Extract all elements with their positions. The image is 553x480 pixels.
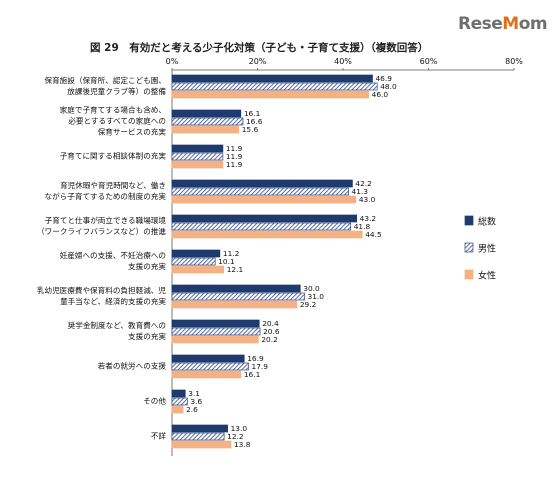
bar-女性 [171, 335, 259, 344]
category-label: その他 [143, 396, 166, 406]
category-label: 子育てと仕事が両立できる職場環境 [45, 215, 167, 225]
value-label: 16.1 [244, 109, 261, 118]
value-label: 46.0 [372, 90, 389, 99]
category-label: 放課後児童クラブ等）の整備 [67, 86, 166, 96]
bar-総数 [171, 319, 260, 328]
legend-swatch-総数 [464, 215, 474, 226]
category-label: 保育サービスの充実 [98, 127, 167, 137]
category-label: 妊産婦への支援、不妊治療への [60, 250, 166, 260]
bar-男性 [171, 152, 224, 161]
bar-女性 [171, 265, 225, 274]
bar-男性 [171, 327, 261, 336]
bar-女性 [171, 440, 232, 449]
category-label: 子育てに関する相談体制の充実 [60, 151, 167, 161]
value-label: 16.6 [246, 117, 263, 126]
bar-女性 [171, 160, 224, 169]
resemom-logo: ReseMom [458, 14, 548, 34]
legend-swatch-女性 [464, 269, 474, 280]
bar-男性 [171, 82, 378, 91]
value-label: 10.1 [218, 257, 235, 266]
value-label: 2.6 [186, 405, 198, 414]
bar-男性 [171, 397, 188, 406]
bar-女性 [171, 90, 369, 99]
bar-女性 [171, 125, 240, 134]
category-label: （ワークライフバランスなど）の推進 [37, 226, 166, 236]
bar-総数 [171, 249, 221, 258]
bar-総数 [171, 109, 242, 118]
value-label: 13.8 [234, 440, 251, 449]
value-label: 20.6 [263, 327, 280, 336]
bar-女性 [171, 405, 184, 414]
value-label: 43.2 [360, 214, 376, 223]
bar-女性 [171, 230, 363, 239]
bar-女性 [171, 195, 357, 204]
category-label: 童手当など、経済的支援の充実 [60, 296, 166, 306]
value-label: 41.3 [352, 187, 369, 196]
value-label: 46.9 [375, 74, 392, 83]
value-label: 13.0 [231, 424, 248, 433]
bar-総数 [171, 214, 358, 223]
value-label: 16.1 [244, 370, 261, 379]
value-label: 43.0 [359, 195, 376, 204]
legend-label: 男性 [478, 243, 496, 255]
category-label: 奨学金制度など、教育費への [68, 320, 166, 330]
value-label: 44.5 [365, 230, 382, 239]
bar-男性 [171, 187, 349, 196]
category-label: 育児休暇や育児時間など、働き [60, 180, 166, 190]
value-label: 48.0 [380, 82, 397, 91]
bar-総数 [171, 424, 228, 433]
value-label: 31.0 [308, 292, 325, 301]
category-label: 家庭で子育てする場合も含め、 [60, 105, 166, 115]
x-tick-label: 40% [334, 57, 352, 66]
bar-総数 [171, 354, 245, 363]
category-label: 支援の充実 [128, 261, 166, 271]
value-label: 15.6 [242, 125, 259, 134]
bar-女性 [171, 300, 298, 309]
bar-男性 [171, 432, 225, 441]
bar-男性 [171, 257, 216, 266]
category-label: 保育施設（保育所、認定こども園、 [45, 75, 167, 85]
value-label: 11.9 [226, 160, 243, 169]
value-label: 30.0 [303, 284, 320, 293]
category-label: ながら子育てするための制度の充実 [45, 191, 167, 201]
value-label: 29.2 [300, 300, 316, 309]
value-label: 42.2 [355, 179, 371, 188]
value-label: 17.9 [252, 362, 269, 371]
bar-男性 [171, 222, 352, 231]
bar-総数 [171, 179, 353, 188]
value-label: 20.2 [261, 335, 277, 344]
legend-label: 女性 [478, 270, 496, 282]
value-label: 16.9 [247, 354, 264, 363]
value-label: 3.6 [190, 397, 202, 406]
category-label: 必要とするすべての家庭への [68, 116, 166, 126]
legend-label: 総数 [478, 216, 496, 228]
value-label: 41.8 [354, 222, 371, 231]
category-label: 乳幼児医療費や保育料の負担軽減、児 [37, 285, 166, 295]
value-label: 20.4 [262, 319, 279, 328]
value-label: 11.9 [226, 152, 243, 161]
value-label: 11.2 [223, 249, 239, 258]
value-label: 12.1 [227, 265, 244, 274]
bar-総数 [171, 284, 301, 293]
x-tick-label: 80% [505, 57, 523, 66]
category-label: 支援の充実 [128, 331, 166, 341]
value-label: 12.2 [227, 432, 243, 441]
bar-男性 [171, 117, 244, 126]
value-label: 11.9 [226, 144, 243, 153]
bar-総数 [171, 144, 224, 153]
bar-総数 [171, 74, 373, 83]
bar-男性 [171, 292, 305, 301]
x-tick-label: 20% [249, 57, 267, 66]
legend-swatch-男性 [464, 242, 474, 253]
bar-女性 [171, 370, 242, 379]
value-label: 3.1 [188, 389, 200, 398]
bar-総数 [171, 389, 186, 398]
category-label: 若者の就労への支援 [98, 361, 167, 371]
chart-title: 図 29 有効だと考える少子化対策（子ども・子育て支援）（複数回答） [90, 42, 429, 54]
x-tick-label: 0% [166, 57, 179, 66]
category-label: 不詳 [151, 431, 167, 441]
bar-男性 [171, 362, 249, 371]
x-tick-label: 60% [420, 57, 438, 66]
